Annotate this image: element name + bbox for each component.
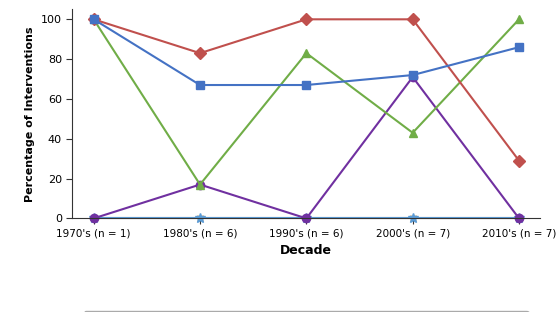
POP (516, 45, 522, 49)
Catering (409, 217, 416, 220)
Line: Availability: Availability (90, 15, 523, 189)
Promotion (409, 17, 416, 21)
Promotion (90, 17, 97, 21)
POP (90, 17, 97, 21)
Availability (303, 51, 310, 55)
Line: Access: Access (90, 215, 522, 222)
Access (90, 217, 97, 220)
Availability (90, 17, 97, 21)
Availability (197, 183, 203, 187)
Catering (197, 217, 203, 220)
Pricing (409, 75, 416, 79)
Line: POP: POP (90, 15, 523, 89)
POP (197, 83, 203, 87)
Line: Catering: Catering (89, 213, 524, 223)
Catering (303, 217, 310, 220)
Access (197, 217, 203, 220)
Pricing (197, 183, 203, 187)
Catering (516, 217, 522, 220)
Line: Promotion: Promotion (90, 15, 523, 165)
POP (409, 73, 416, 77)
POP (303, 83, 310, 87)
Pricing (303, 217, 310, 220)
Promotion (303, 17, 310, 21)
Availability (516, 17, 522, 21)
Line: Pricing: Pricing (90, 73, 523, 222)
Promotion (197, 51, 203, 55)
Access (516, 217, 522, 220)
Availability (409, 131, 416, 135)
X-axis label: Decade: Decade (280, 244, 333, 257)
Promotion (516, 159, 522, 163)
Legend: Access, Catering, Pricing, Availability, Promotion, POP: Access, Catering, Pricing, Availability,… (84, 311, 529, 312)
Pricing (516, 217, 522, 220)
Pricing (90, 217, 97, 220)
Access (303, 217, 310, 220)
Catering (90, 217, 97, 220)
Access (409, 217, 416, 220)
Y-axis label: Percentage of Interventions: Percentage of Interventions (26, 26, 36, 202)
